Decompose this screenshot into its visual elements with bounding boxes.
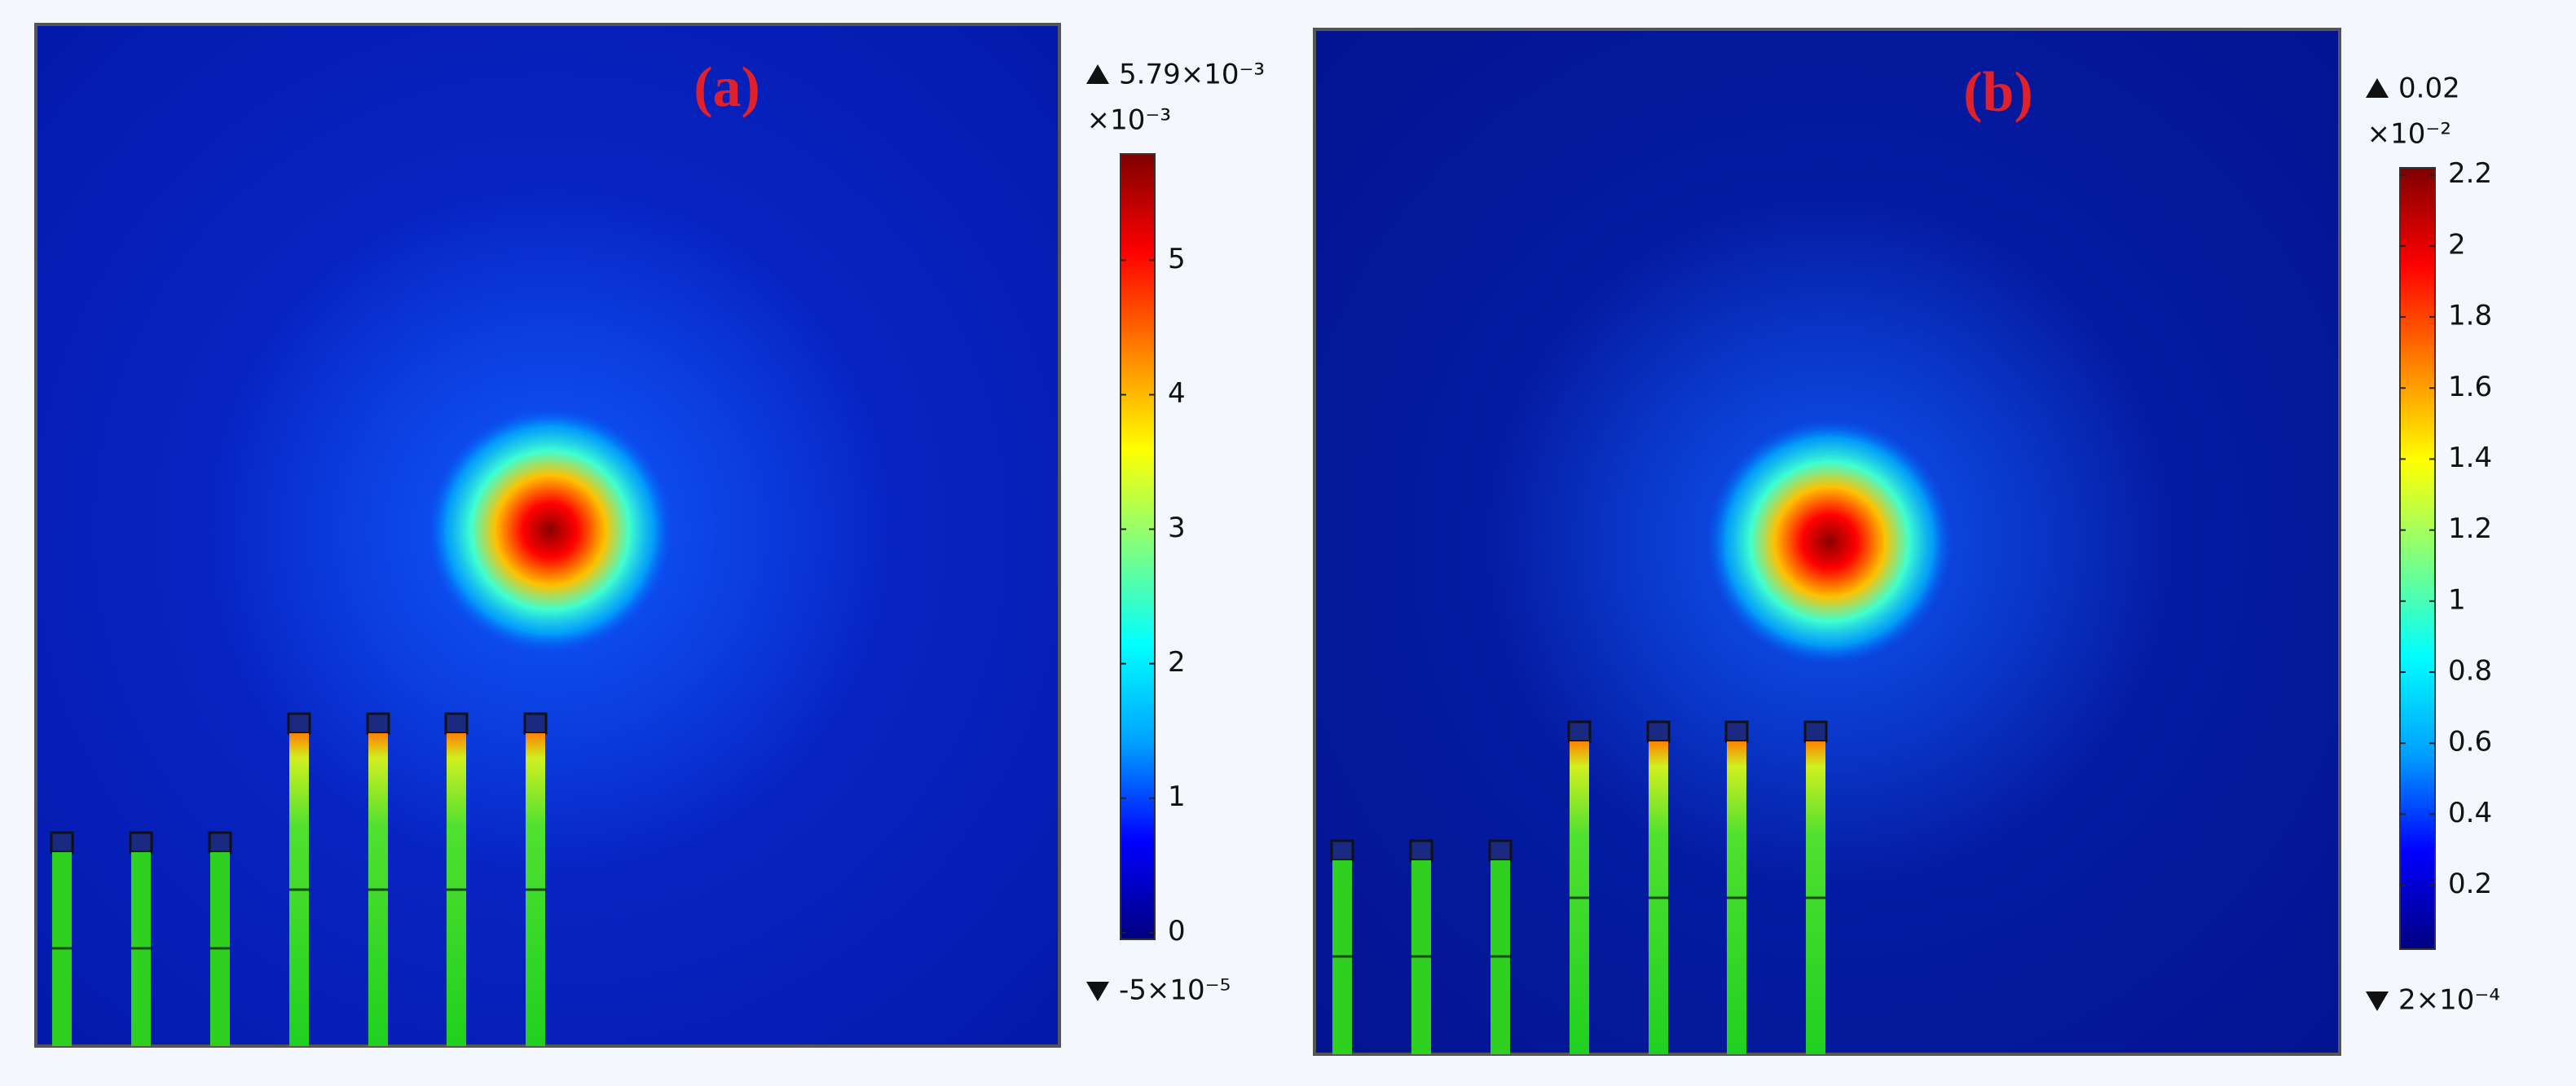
colorbar-tick-label: 4 bbox=[1168, 377, 1186, 410]
panel-label: (a) bbox=[694, 56, 760, 119]
rod-cap bbox=[1330, 839, 1354, 862]
rod-cap bbox=[1724, 720, 1749, 743]
rod-cap bbox=[208, 831, 232, 854]
colorbar bbox=[2399, 167, 2436, 950]
rod-cap bbox=[1409, 839, 1433, 862]
colorbar-tick-label: 0.8 bbox=[2448, 654, 2492, 687]
colorbar-tick-label: 0.4 bbox=[2448, 797, 2492, 829]
rod-cap bbox=[444, 712, 469, 735]
max-arrow bbox=[2366, 78, 2389, 98]
rod-cap bbox=[1567, 720, 1592, 743]
colorbar-tick-label: 1.2 bbox=[2448, 512, 2492, 545]
colorbar-tick-label: 2 bbox=[2448, 228, 2466, 261]
max-arrow bbox=[1086, 64, 1109, 84]
hotspot bbox=[428, 408, 672, 653]
rod-cap bbox=[366, 712, 390, 735]
rod-cap bbox=[129, 831, 153, 854]
rod-cap bbox=[1646, 720, 1671, 743]
colorbar-tick-label: 0.6 bbox=[2448, 726, 2492, 758]
colorbar-tick-label: 1.4 bbox=[2448, 442, 2492, 474]
hotspot bbox=[1707, 420, 1952, 664]
colorbar-tick-label: 0 bbox=[1168, 915, 1186, 948]
colorbar-tick-label: 2.2 bbox=[2448, 157, 2492, 190]
colorbar-tick-label: 2 bbox=[1168, 646, 1186, 679]
rod-cap bbox=[287, 712, 311, 735]
colorbar-tick-label: 1.8 bbox=[2448, 300, 2492, 332]
min-arrow bbox=[1086, 982, 1109, 1001]
rod-cap bbox=[50, 831, 74, 854]
colorbar bbox=[1120, 153, 1156, 940]
colorbar-tick-label: 1.6 bbox=[2448, 371, 2492, 403]
scale-label: ×10⁻³ bbox=[1087, 104, 1171, 137]
colorbar-tick-label: 5 bbox=[1168, 243, 1186, 275]
colorbar-tick-label: 1 bbox=[2448, 583, 2466, 616]
colorbar-tick-label: 0.2 bbox=[2448, 868, 2492, 900]
min-label: 2×10⁻⁴ bbox=[2398, 984, 2500, 1017]
rod-cap bbox=[523, 712, 548, 735]
colorbar-tick-label: 3 bbox=[1168, 512, 1186, 544]
min-arrow bbox=[2366, 991, 2389, 1011]
max-label: 0.02 bbox=[2398, 73, 2460, 105]
panel-label: (b) bbox=[1963, 61, 2033, 124]
min-label: -5×10⁻⁵ bbox=[1119, 974, 1231, 1007]
rod-cap bbox=[1488, 839, 1513, 862]
max-label: 5.79×10⁻³ bbox=[1119, 59, 1265, 91]
scale-label: ×10⁻² bbox=[2367, 118, 2451, 151]
colorbar-tick-label: 1 bbox=[1168, 780, 1186, 813]
rod-cap bbox=[1803, 720, 1828, 743]
